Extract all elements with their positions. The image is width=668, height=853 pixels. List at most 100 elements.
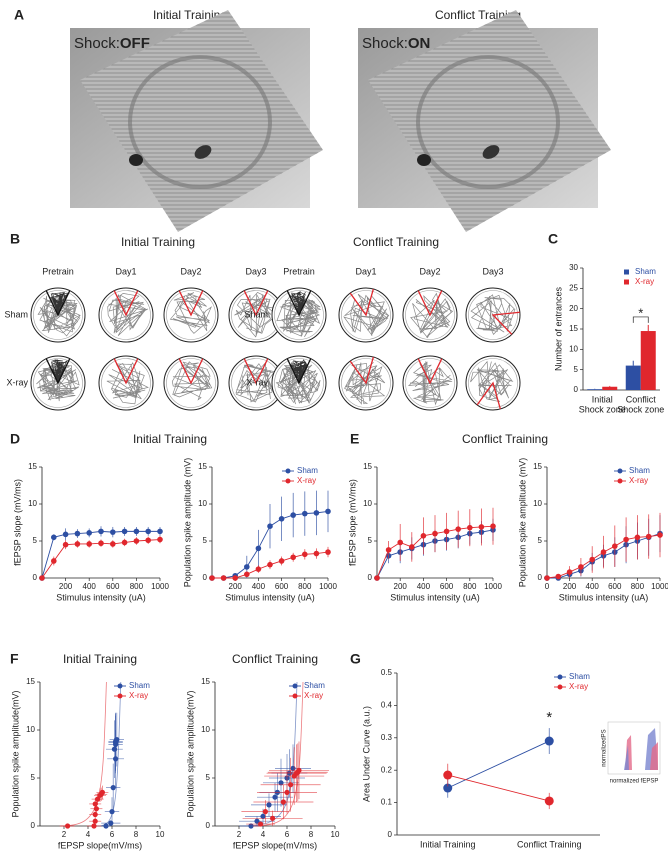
data-point [260,813,266,820]
data-point [258,821,264,827]
y-tick-label: 0 [206,821,211,830]
x-axis-label: Stimulus intensity (uA) [390,592,480,602]
data-point [600,549,607,555]
shock-state: ON [408,35,431,52]
data-point [290,512,297,518]
arena-inner [405,358,455,408]
legend-label: Sham [297,466,318,475]
shock-state: OFF [120,35,150,52]
legend-label: X-ray [635,277,654,286]
data-point [443,528,450,535]
x-tick-label: 200 [229,582,243,591]
arena-inner [405,290,455,340]
data-point [110,529,116,535]
series-line [41,530,160,579]
data-point [266,802,272,808]
y-tick-label: 15 [201,677,210,686]
fit-curve [59,681,107,827]
arena-floor [80,10,323,232]
legend-dot [557,674,563,680]
x-tick-label: Initial [592,394,613,404]
legend-swatch [624,279,629,285]
group-label: X-ray [246,377,268,387]
data-point [409,544,415,550]
data-point [133,528,140,535]
data-point [51,534,57,541]
y-tick-label: 5 [31,773,36,782]
animal [482,145,500,159]
data-point [62,541,69,548]
data-point [98,540,104,547]
y-axis-label: Population spike amplitude (mV) [517,458,527,588]
data-point [262,809,268,815]
day-label: Day1 [355,266,376,276]
legend-dot [285,468,291,474]
shock-zone [113,290,139,317]
data-point [157,536,163,543]
data-point [296,767,302,773]
data-point [244,571,250,578]
x-axis-label: Stimulus intensity (uA) [559,592,649,602]
track [234,291,278,338]
legend-label: X-ray [569,682,588,691]
shock-zone [491,311,520,335]
annotation: * [546,709,552,726]
x-tick-label: 600 [440,582,454,591]
data-point [657,532,663,538]
x-tick-label: Shock zone [579,404,626,414]
legend-label: X-ray [129,691,148,700]
x-tick-label: 400 [252,582,266,591]
data-point [455,526,462,532]
track [290,291,306,315]
y-axis-label: fEPSP slope (mV/ms) [347,479,357,566]
legend-dot [285,478,291,484]
y-tick-label: 0.5 [381,668,393,677]
panel-letter: F [10,651,19,667]
x-tick-label: 200 [59,582,73,591]
shock-zone [113,358,139,385]
x-tick-label: 8 [309,830,314,839]
x-tick-label: 1000 [651,582,668,591]
fit-curve [252,681,304,827]
data-point [278,516,285,522]
y-tick-label: 20 [569,304,578,313]
shock-zone [178,358,204,385]
y-tick-label: 0.3 [381,733,393,742]
data-point [110,785,116,791]
data-point [254,818,260,824]
y-tick-label: 10 [198,499,207,508]
x-tick-label: 200 [563,582,577,591]
panel-title: Conflict Training [462,432,548,446]
legend-dot [292,693,298,699]
data-point [544,796,554,806]
data-point [86,541,92,547]
data-point [555,573,562,580]
day-label: Day1 [115,266,136,276]
track [36,360,80,402]
arena-inner [341,290,391,340]
x-axis-label: fEPSP slope(mV/ms) [58,840,142,850]
y-tick-label: 5 [538,536,543,545]
y-tick-label: 15 [198,462,207,471]
shock-zone [45,358,71,385]
y-tick-label: 0 [31,821,36,830]
arena-inner [166,358,216,408]
inset-area [638,742,658,770]
data-point [420,533,427,539]
arena-floor [368,10,611,232]
x-tick-label: 2 [237,830,242,839]
legend-dot [117,693,123,699]
arena-inner [274,358,324,408]
y-tick-label: 0 [388,830,393,839]
y-axis-label: Population spike amplitude(mV) [10,690,20,817]
photo [70,10,323,232]
y-tick-label: 15 [569,324,578,333]
data-point [91,823,97,829]
x-tick-label: 400 [586,582,600,591]
shock-zone [243,358,269,385]
data-point [397,539,404,546]
data-point [313,550,320,557]
panel-letter: D [10,431,20,447]
x-tick-label: 10 [156,830,165,839]
legend-label: Sham [304,681,325,690]
